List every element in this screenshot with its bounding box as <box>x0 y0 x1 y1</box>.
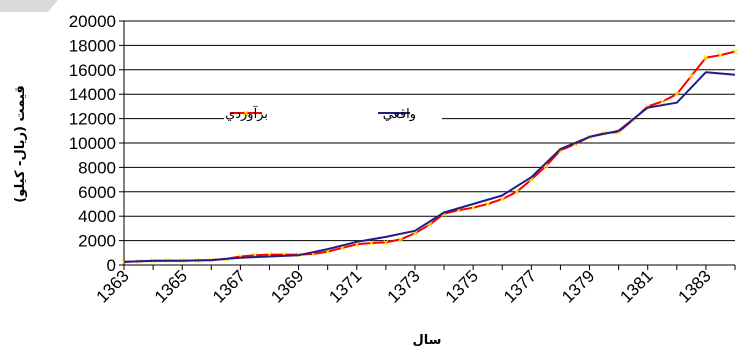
data-point-marker: × <box>412 229 418 240</box>
data-point-marker: × <box>558 146 564 157</box>
data-point-marker: × <box>208 256 214 267</box>
y-tick-label: 12000 <box>69 110 116 129</box>
data-point-marker: × <box>456 206 462 217</box>
data-point-marker: × <box>383 238 389 249</box>
y-tick-label: 0 <box>107 256 116 275</box>
data-point-marker: × <box>718 51 724 62</box>
y-tick-label: 6000 <box>78 183 116 202</box>
y-tick-label: 2000 <box>78 232 116 251</box>
data-point-marker: × <box>470 203 476 214</box>
y-tick-label: 18000 <box>69 36 116 55</box>
data-point-marker: × <box>514 187 520 198</box>
x-tick-label: 1369 <box>267 266 307 306</box>
y-tick-label: 10000 <box>69 134 116 153</box>
y-tick-label: 4000 <box>78 207 116 226</box>
x-tick-label: 1375 <box>442 266 482 306</box>
data-point-marker: × <box>616 128 622 139</box>
data-point-marker: × <box>339 243 345 254</box>
y-tick-label: 16000 <box>69 61 116 80</box>
series-line-2 <box>123 71 736 263</box>
data-point-marker: × <box>427 220 433 231</box>
data-point-marker: × <box>121 257 127 268</box>
axes <box>119 20 736 270</box>
x-tick-label: 1379 <box>558 266 598 306</box>
data-point-marker: × <box>630 115 636 126</box>
data-point-marker: × <box>136 257 142 268</box>
x-tick-labels: 1363 1365 1367 1369 1371 1373 1375 1377 1379 1381… <box>93 266 715 306</box>
data-point-marker: × <box>310 250 316 261</box>
legend-background <box>224 102 442 124</box>
data-point-marker: × <box>674 90 680 101</box>
x-tick-label: 1383 <box>675 266 715 306</box>
data-point-marker: × <box>485 200 491 211</box>
y-tick-label: 20000 <box>69 12 116 31</box>
data-point-marker: × <box>223 254 229 265</box>
x-tick-label: 1363 <box>93 266 133 306</box>
data-point-marker: × <box>659 97 665 108</box>
data-point-marker: × <box>572 140 578 151</box>
y-tick-label: 14000 <box>69 85 116 104</box>
corner-tab-decoration <box>0 0 58 12</box>
data-point-marker: × <box>368 239 374 250</box>
data-point-marker: × <box>703 53 709 64</box>
x-tick-label: 1377 <box>500 266 540 306</box>
data-point-marker: × <box>688 71 694 82</box>
gridlines <box>124 20 735 242</box>
data-point-marker: × <box>397 235 403 246</box>
x-tick-label: 1373 <box>384 266 424 306</box>
y-tick-label: 8000 <box>78 158 116 177</box>
x-tick-label: 1381 <box>616 266 656 306</box>
data-point-marker: × <box>732 47 738 58</box>
legend: × برآوردي واقعي <box>224 102 442 124</box>
data-point-marker: × <box>179 256 185 267</box>
data-point-marker: × <box>354 240 360 251</box>
legend-marker-series-1: × <box>243 108 249 120</box>
data-point-marker: × <box>441 209 447 220</box>
series-lines: × × × × × × × × × × × × × × × × × × × ×××× × × × ××××××× × ××× ×××… <box>121 47 738 268</box>
x-tick-label: 1365 <box>151 266 191 306</box>
data-point-marker: × <box>150 256 156 267</box>
x-tick-label: 1371 <box>325 266 365 306</box>
data-point-marker: × <box>325 247 331 258</box>
data-point-marker: × <box>528 175 534 186</box>
data-point-marker: × <box>499 195 505 206</box>
data-point-marker: × <box>543 162 549 173</box>
y-tick-labels: 0 2000 4000 6000 8000 10000 12000 14000 16000 180… <box>69 12 116 275</box>
x-axis-title: سال <box>413 333 442 348</box>
y-axis-title: قيمت (ريال- کيلو) <box>13 85 28 202</box>
x-tick-label: 1367 <box>209 266 249 306</box>
legend-label-series-2: واقعي <box>383 107 416 122</box>
legend-label-series-1: برآوردي <box>225 105 268 122</box>
